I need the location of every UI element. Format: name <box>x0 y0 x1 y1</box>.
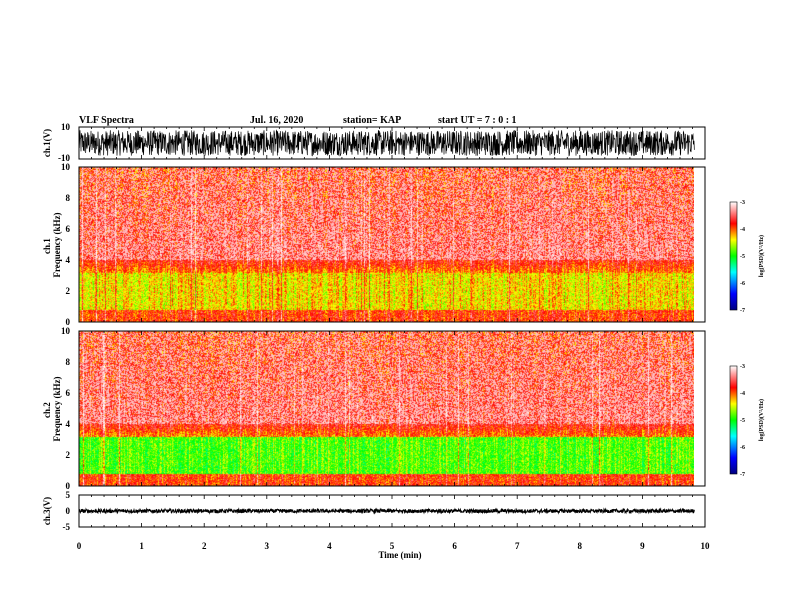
ch3-ylabel: ch.3(V) <box>42 497 52 525</box>
spec2-ylabel-frequency: Frequency (kHz) <box>52 376 62 441</box>
x-axis-label: Time (min) <box>378 550 421 560</box>
ch1-ytick-bottom: -10 <box>58 153 70 163</box>
spec2-ytick-8: 8 <box>66 357 71 367</box>
ch2-colorbar <box>729 365 738 475</box>
xtick-9: 9 <box>640 541 645 551</box>
start-time-label: start UT = 7 : 0 : 1 <box>438 115 517 126</box>
spec2-ylabel: ch.2 Frequency (kHz) <box>42 376 62 441</box>
spec2-ytick-10: 10 <box>61 326 71 336</box>
ch1-spectrogram-panel: 0 2 4 6 8 10 ch.1 Frequency (kHz) -3 -4 … <box>42 162 765 327</box>
ch3-waveform-line <box>78 507 695 515</box>
ch1-spectrogram-image <box>79 167 694 322</box>
spec2-ytick-4: 4 <box>66 419 71 429</box>
cb1-tick-4: -4 <box>740 227 745 233</box>
cb2-tick-4: -4 <box>740 391 745 397</box>
spec1-ytick-6: 6 <box>66 224 71 234</box>
xtick-2: 2 <box>202 541 207 551</box>
ch3-ytick-5: 5 <box>66 490 71 500</box>
date-label: Jul. 16, 2020 <box>250 115 303 126</box>
time-axis: 0 1 2 3 4 5 6 7 8 9 10 Time (min) <box>77 541 710 560</box>
ch1-colorbar <box>729 201 738 311</box>
ch1-ytick-top: 10 <box>61 122 71 132</box>
station-label: station= KAP <box>343 115 401 126</box>
xtick-4: 4 <box>327 541 332 551</box>
xtick-10: 10 <box>701 541 711 551</box>
ch3-ytick-0: 0 <box>66 506 71 516</box>
spec2-ytick-2: 2 <box>66 450 71 460</box>
ch2-spectrogram-image <box>79 331 694 486</box>
cb2-tick-7: -7 <box>740 472 745 478</box>
ch3-waveform-panel: 5 0 -5 ch.3(V) <box>42 490 706 532</box>
figure-title: VLF Spectra <box>79 115 134 126</box>
spec2-ytick-0: 0 <box>66 481 71 491</box>
spec2-ylabel-channel: ch.2 <box>42 402 52 418</box>
xtick-8: 8 <box>578 541 583 551</box>
xtick-1: 1 <box>139 541 144 551</box>
ch1-waveform-line <box>78 129 695 157</box>
cb1-tick-3: -3 <box>740 200 745 206</box>
cb1-label: log(PSD)(V²/Hz) <box>758 235 765 277</box>
spec2-ytick-6: 6 <box>66 388 71 398</box>
ch1-spectrogram-yticks: 0 2 4 6 8 10 <box>61 162 71 327</box>
spec1-ytick-10: 10 <box>61 162 71 172</box>
xtick-7: 7 <box>515 541 520 551</box>
ch1-ylabel: ch.1(V) <box>42 129 52 157</box>
cb2-tick-5: -5 <box>740 418 745 424</box>
spec1-ylabel-channel: ch.1 <box>42 238 52 254</box>
ch2-spectrogram-panel: 0 2 4 6 8 10 ch.2 Frequency (kHz) -3 -4 … <box>42 326 765 491</box>
spec1-ytick-2: 2 <box>66 286 71 296</box>
ch3-ytick-minus5: -5 <box>63 522 71 532</box>
cb2-label: log(PSD)(V²/Hz) <box>758 399 765 441</box>
spec1-ylabel-frequency: Frequency (kHz) <box>52 212 62 277</box>
spec1-ylabel: ch.1 Frequency (kHz) <box>42 212 62 277</box>
xtick-6: 6 <box>452 541 457 551</box>
time-tick-marks <box>78 127 706 527</box>
xtick-0: 0 <box>77 541 82 551</box>
xtick-3: 3 <box>265 541 270 551</box>
cb2-tick-3: -3 <box>740 364 745 370</box>
cb1-tick-7: -7 <box>740 308 745 314</box>
cb2-tick-6: -6 <box>740 445 745 451</box>
cb1-tick-5: -5 <box>740 254 745 260</box>
spec1-ytick-8: 8 <box>66 193 71 203</box>
cb1-tick-6: -6 <box>740 281 745 287</box>
xtick-5: 5 <box>390 541 395 551</box>
spec1-ytick-0: 0 <box>66 317 71 327</box>
spec1-ytick-4: 4 <box>66 255 71 265</box>
